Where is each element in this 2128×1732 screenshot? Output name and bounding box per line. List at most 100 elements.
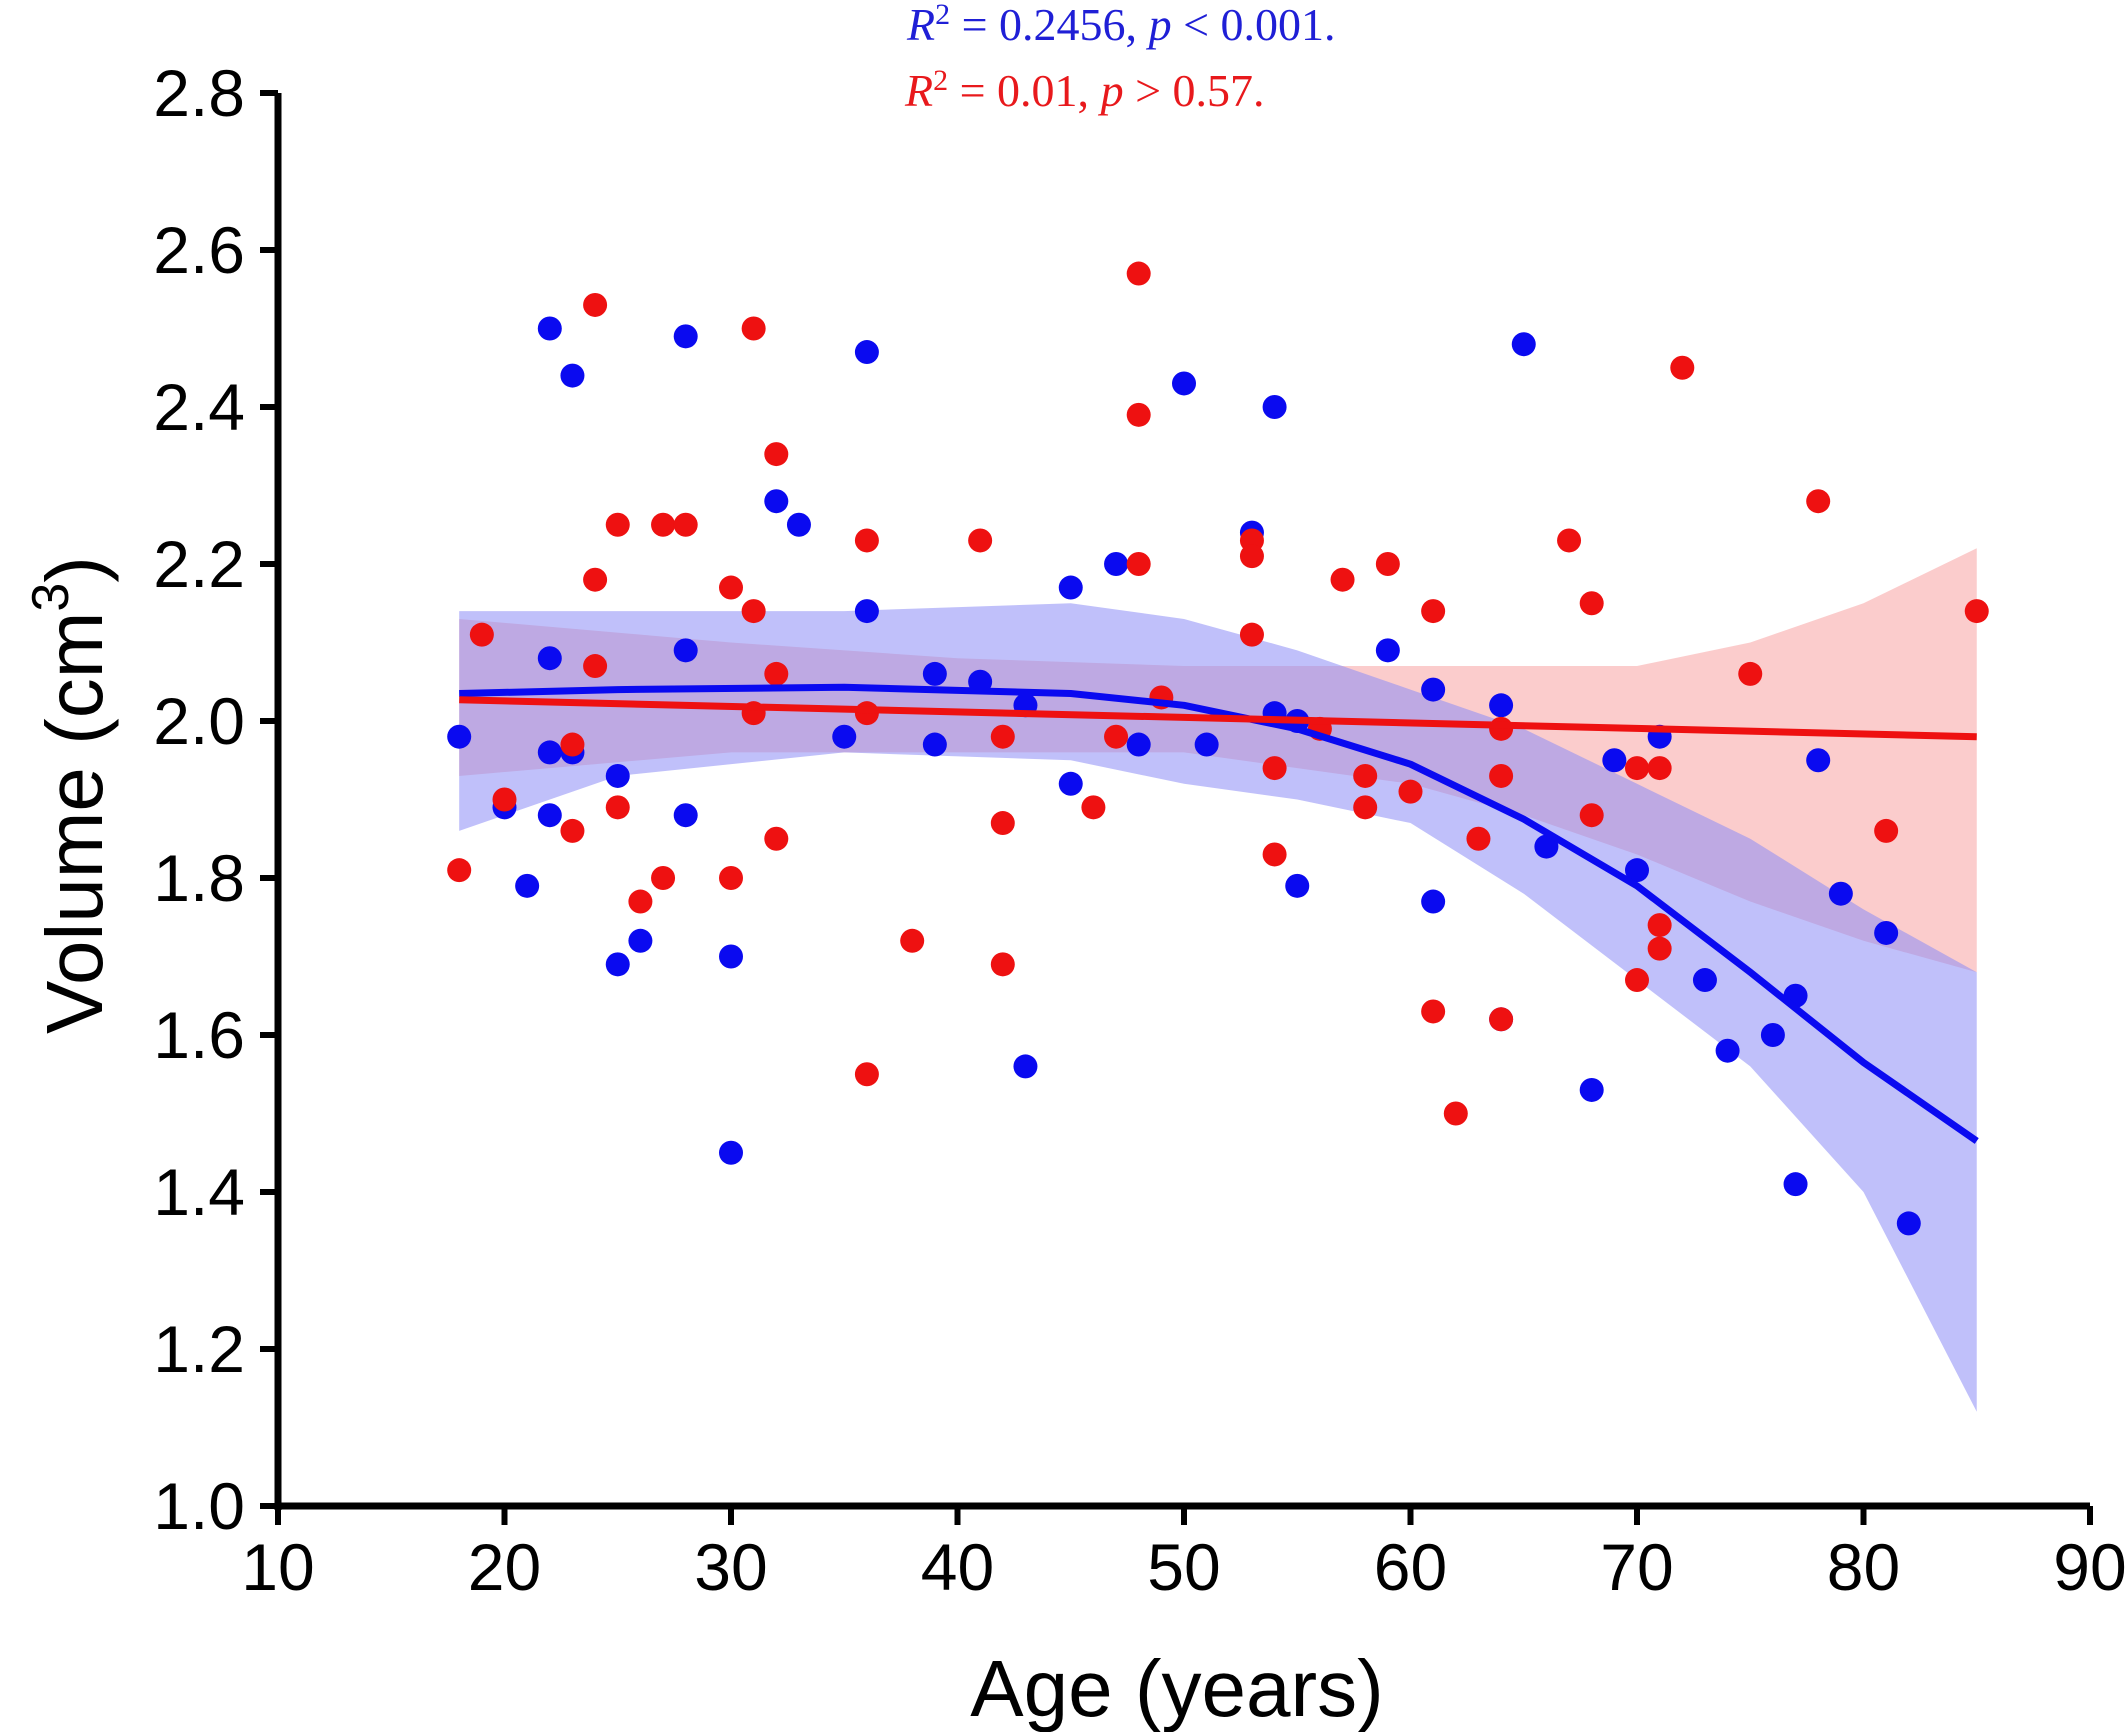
data-point-s1-20 (764, 662, 788, 686)
y-tick-label-2: 1.4 (153, 1155, 245, 1229)
data-point-s1-40 (1263, 842, 1287, 866)
data-point-s1-25 (900, 929, 924, 953)
data-point-s1-21 (764, 827, 788, 851)
y-axis-title-tail: ) (30, 556, 119, 583)
data-point-s0-9 (606, 764, 630, 788)
data-point-s1-27 (991, 725, 1015, 749)
data-point-s0-55 (1829, 882, 1853, 906)
x-tick-label-2: 30 (694, 1530, 767, 1604)
data-point-s0-40 (1421, 890, 1445, 914)
data-point-s0-2 (515, 874, 539, 898)
data-point-s1-54 (1557, 528, 1581, 552)
data-point-s0-49 (1693, 968, 1717, 992)
data-point-s1-53 (1489, 1007, 1513, 1031)
y-axis-title: Volume (cm3) (22, 556, 119, 1034)
data-point-s1-44 (1353, 795, 1377, 819)
data-point-s1-52 (1489, 764, 1513, 788)
data-point-s0-5 (538, 740, 562, 764)
data-point-s0-3 (538, 317, 562, 341)
x-tick-label-6: 70 (1600, 1530, 1673, 1604)
data-point-s1-38 (1240, 623, 1264, 647)
data-point-s1-16 (742, 317, 766, 341)
data-point-s0-51 (1761, 1023, 1785, 1047)
data-point-s1-32 (1127, 262, 1151, 286)
x-tick-label-7: 80 (1827, 1530, 1900, 1604)
data-point-s1-37 (1240, 544, 1264, 568)
y-tick-label-5: 2.0 (153, 684, 245, 758)
data-point-s0-39 (1421, 678, 1445, 702)
data-point-s0-11 (628, 929, 652, 953)
data-point-s0-19 (832, 725, 856, 749)
y-tick-label-8: 2.6 (153, 213, 245, 287)
data-point-s0-4 (538, 646, 562, 670)
y-tick-label-6: 2.2 (153, 527, 245, 601)
x-tick-label-8: 90 (2053, 1530, 2126, 1604)
data-point-s0-31 (1172, 371, 1196, 395)
stat-red-r: R (904, 65, 933, 116)
data-point-s0-30 (1127, 733, 1151, 757)
data-point-s0-45 (1580, 1078, 1604, 1102)
stat-red-rest: = 0.01, (948, 65, 1100, 116)
data-point-s1-2 (493, 788, 517, 812)
data-point-s1-24 (855, 1062, 879, 1086)
data-point-s0-50 (1716, 1039, 1740, 1063)
data-point-s1-45 (1376, 552, 1400, 576)
data-point-s0-41 (1489, 693, 1513, 717)
x-tick-label-0: 10 (241, 1530, 314, 1604)
y-tick-label-4: 1.8 (153, 841, 245, 915)
data-point-s0-16 (719, 1141, 743, 1165)
data-point-s0-57 (1897, 1211, 1921, 1235)
data-point-s1-63 (1738, 662, 1762, 686)
data-point-s1-50 (1466, 827, 1490, 851)
data-point-s0-27 (1059, 576, 1083, 600)
data-point-s0-54 (1806, 748, 1830, 772)
data-point-s1-15 (719, 866, 743, 890)
stat-annotation-red: R2 = 0.01, p > 0.57. (904, 64, 1265, 116)
data-point-s1-55 (1580, 591, 1604, 615)
data-point-s1-7 (583, 654, 607, 678)
data-point-s1-51 (1489, 717, 1513, 741)
stat-blue-r: R (906, 0, 935, 50)
data-point-s0-56 (1874, 921, 1898, 945)
data-point-s1-48 (1421, 999, 1445, 1023)
data-point-s1-26 (968, 528, 992, 552)
data-point-s0-26 (1013, 1054, 1037, 1078)
data-point-s1-5 (583, 293, 607, 317)
data-point-s1-33 (1127, 403, 1151, 427)
y-tick-label-0: 1.0 (153, 1469, 245, 1543)
data-point-s0-18 (787, 513, 811, 537)
data-point-s1-14 (719, 576, 743, 600)
x-tick-label-3: 40 (921, 1530, 994, 1604)
data-point-s1-9 (606, 795, 630, 819)
data-point-s0-23 (923, 733, 947, 757)
data-point-s0-13 (674, 638, 698, 662)
stat-red-tail: > 0.57. (1124, 65, 1265, 116)
data-point-s1-59 (1648, 756, 1672, 780)
data-point-s1-29 (991, 952, 1015, 976)
data-point-s1-8 (606, 513, 630, 537)
x-tick-label-4: 50 (1147, 1530, 1220, 1604)
data-point-s0-10 (606, 952, 630, 976)
data-point-s1-11 (651, 513, 675, 537)
data-point-s0-32 (1195, 733, 1219, 757)
data-point-s1-49 (1444, 1102, 1468, 1126)
x-axis-title: Age (years) (970, 1644, 1383, 1732)
stat-blue-rest: = 0.2456, (950, 0, 1148, 50)
data-point-s1-19 (764, 442, 788, 466)
stat-blue-sup: 2 (935, 0, 950, 31)
data-point-s0-53 (1784, 1172, 1808, 1196)
data-point-s0-0 (447, 725, 471, 749)
chart: R2 = 0.2456, p < 0.001. R2 = 0.01, p > 0… (0, 0, 2128, 1732)
stat-red-p: p (1098, 65, 1124, 116)
data-point-s1-3 (560, 733, 584, 757)
data-point-s0-22 (923, 662, 947, 686)
stat-annotation-blue: R2 = 0.2456, p < 0.001. (906, 0, 1336, 50)
data-point-s1-13 (674, 513, 698, 537)
data-point-s1-46 (1399, 780, 1423, 804)
x-tick-label-5: 60 (1374, 1530, 1447, 1604)
data-point-s0-28 (1059, 772, 1083, 796)
data-point-s1-57 (1625, 756, 1649, 780)
data-point-s0-17 (764, 489, 788, 513)
plot-area (447, 262, 1989, 1412)
data-point-s1-62 (1670, 356, 1694, 380)
